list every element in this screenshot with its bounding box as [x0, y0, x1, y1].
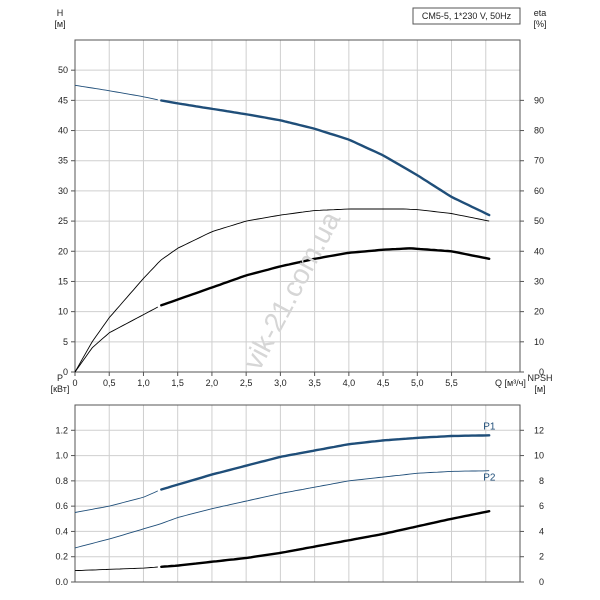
right-axis-title: eta: [534, 8, 547, 18]
p2-curve-thin: [74, 470, 490, 549]
x-tick-label: 1,5: [171, 378, 184, 388]
left-tick-label: 1.0: [55, 451, 68, 461]
right-tick-label: 2: [539, 552, 544, 562]
left-tick-label: 40: [58, 126, 68, 136]
x-tick-label: 1,0: [137, 378, 150, 388]
left-axis-title: H: [57, 8, 64, 18]
left-tick-label: 35: [58, 156, 68, 166]
right-tick-label: 80: [534, 126, 544, 136]
x-tick-label: 4,5: [377, 378, 390, 388]
x-axis-title: Q [м³/ч]: [495, 378, 526, 388]
right-tick-label: 30: [534, 276, 544, 286]
left-tick-label: 0.0: [55, 577, 68, 587]
x-tick-label: 3,0: [274, 378, 287, 388]
p1-curve-thin: [74, 490, 158, 513]
x-tick-label: 3,5: [308, 378, 321, 388]
x-tick-label: 4,0: [343, 378, 356, 388]
right-axis-title: NPSH: [527, 373, 552, 383]
left-tick-label: 15: [58, 276, 68, 286]
right-tick-label: 0: [539, 577, 544, 587]
curve-1-2: [160, 510, 491, 568]
curve-0-2-thin: [74, 306, 159, 373]
x-tick-label: 5,5: [445, 378, 458, 388]
watermark: vik-21.com.ua: [237, 206, 346, 375]
legend-text: CM5-5, 1*230 V, 50Hz: [422, 11, 512, 21]
left-tick-label: 20: [58, 246, 68, 256]
left-tick-label: 0.8: [55, 476, 68, 486]
right-tick-label: 10: [534, 451, 544, 461]
left-tick-label: 30: [58, 186, 68, 196]
right-tick-label: 20: [534, 307, 544, 317]
p1-curve-label: P1: [483, 421, 496, 432]
left-tick-label: 45: [58, 95, 68, 105]
left-tick-label: 10: [58, 307, 68, 317]
right-tick-label: 90: [534, 95, 544, 105]
x-tick-label: 0,5: [103, 378, 116, 388]
x-tick-label: 2,0: [206, 378, 219, 388]
right-tick-label: 70: [534, 156, 544, 166]
right-tick-label: 50: [534, 216, 544, 226]
right-tick-label: 40: [534, 246, 544, 256]
x-tick-label: 2,5: [240, 378, 253, 388]
left-tick-label: 5: [63, 337, 68, 347]
left-tick-label: 1.2: [55, 425, 68, 435]
right-tick-label: 4: [539, 526, 544, 536]
left-tick-label: 25: [58, 216, 68, 226]
right-tick-label: 12: [534, 425, 544, 435]
head-efficiency-panel: 0 5 10 15 20 25 30 35 40 45 50 0 10 20 30 40 50 60 70 80 90 H…: [54, 7, 547, 388]
curve-1-2-thin: [74, 566, 158, 572]
plot-frame: [74, 39, 521, 373]
left-tick-label: 0.4: [55, 526, 68, 536]
legend-box: [412, 7, 521, 25]
p1-curve: [160, 434, 491, 491]
curve-0-2: [160, 247, 491, 307]
right-axis-unit: [м]: [534, 384, 545, 394]
right-tick-label: 0: [539, 367, 544, 377]
right-tick-label: 60: [534, 186, 544, 196]
left-tick-label: 0.6: [55, 501, 68, 511]
left-axis-unit: [м]: [54, 19, 65, 29]
x-tick-label: 0: [72, 378, 77, 388]
left-tick-label: 0.2: [55, 552, 68, 562]
plot-frame: [74, 404, 521, 583]
right-axis-unit: [%]: [533, 19, 546, 29]
right-tick-label: 6: [539, 501, 544, 511]
right-tick-label: 8: [539, 476, 544, 486]
curve-0-0-thin: [74, 84, 158, 101]
power-npsh-panel: 0.0 0.2 0.4 0.6 0.8 1.0 1.2 0 2 4 6 8 10 12 P[кВт] NPSH…: [51, 373, 553, 587]
right-tick-label: 10: [534, 337, 544, 347]
left-tick-label: 0: [63, 367, 68, 377]
left-axis-unit: [кВт]: [51, 384, 70, 394]
left-tick-label: 50: [58, 65, 68, 75]
p2-curve-label: P2: [483, 473, 496, 484]
x-tick-label: 5,0: [411, 378, 424, 388]
curve-0-1-thin: [74, 208, 490, 373]
curve-0-0: [160, 99, 491, 217]
left-axis-title: P: [57, 373, 63, 383]
